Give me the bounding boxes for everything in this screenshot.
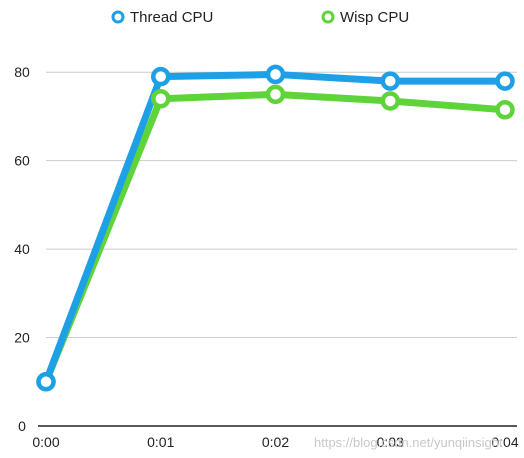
data-point — [151, 89, 171, 109]
data-point — [265, 84, 286, 105]
series-line-1 — [42, 90, 509, 386]
x-axis: 0:00 0:01 0:02 0:03 0:04 — [32, 425, 519, 450]
legend-marker — [111, 10, 125, 24]
data-point — [151, 66, 171, 87]
data-point — [380, 91, 400, 111]
legend-label: Wisp CPU — [340, 9, 409, 26]
legend-marker — [321, 10, 335, 24]
y-tick-label: 80 — [14, 64, 30, 80]
legend: Thread CPU Wisp CPU — [111, 9, 409, 26]
series-line-0 — [42, 70, 509, 386]
x-tick-label: 0:03 — [377, 434, 404, 450]
data-point — [265, 64, 286, 85]
x-tick-label: 0:02 — [262, 434, 289, 450]
data-point — [495, 100, 515, 120]
legend-label: Thread CPU — [130, 9, 213, 26]
y-tick-label: 60 — [14, 153, 30, 169]
y-tick-label: 40 — [14, 241, 30, 257]
watermark-text: https://blog.csdn.net/yunqiinsight — [314, 435, 503, 450]
data-point — [36, 372, 56, 392]
y-axis: 0 20 40 60 80 — [14, 64, 30, 434]
y-tick-label: 20 — [14, 330, 30, 346]
x-tick-label: 0:01 — [147, 434, 174, 450]
x-tick-label: 0:04 — [491, 434, 518, 450]
series-layer — [36, 64, 515, 392]
data-point — [495, 71, 515, 91]
data-point — [380, 71, 400, 91]
y-tick-label: 0 — [18, 418, 26, 434]
x-tick-label: 0:00 — [32, 434, 59, 450]
